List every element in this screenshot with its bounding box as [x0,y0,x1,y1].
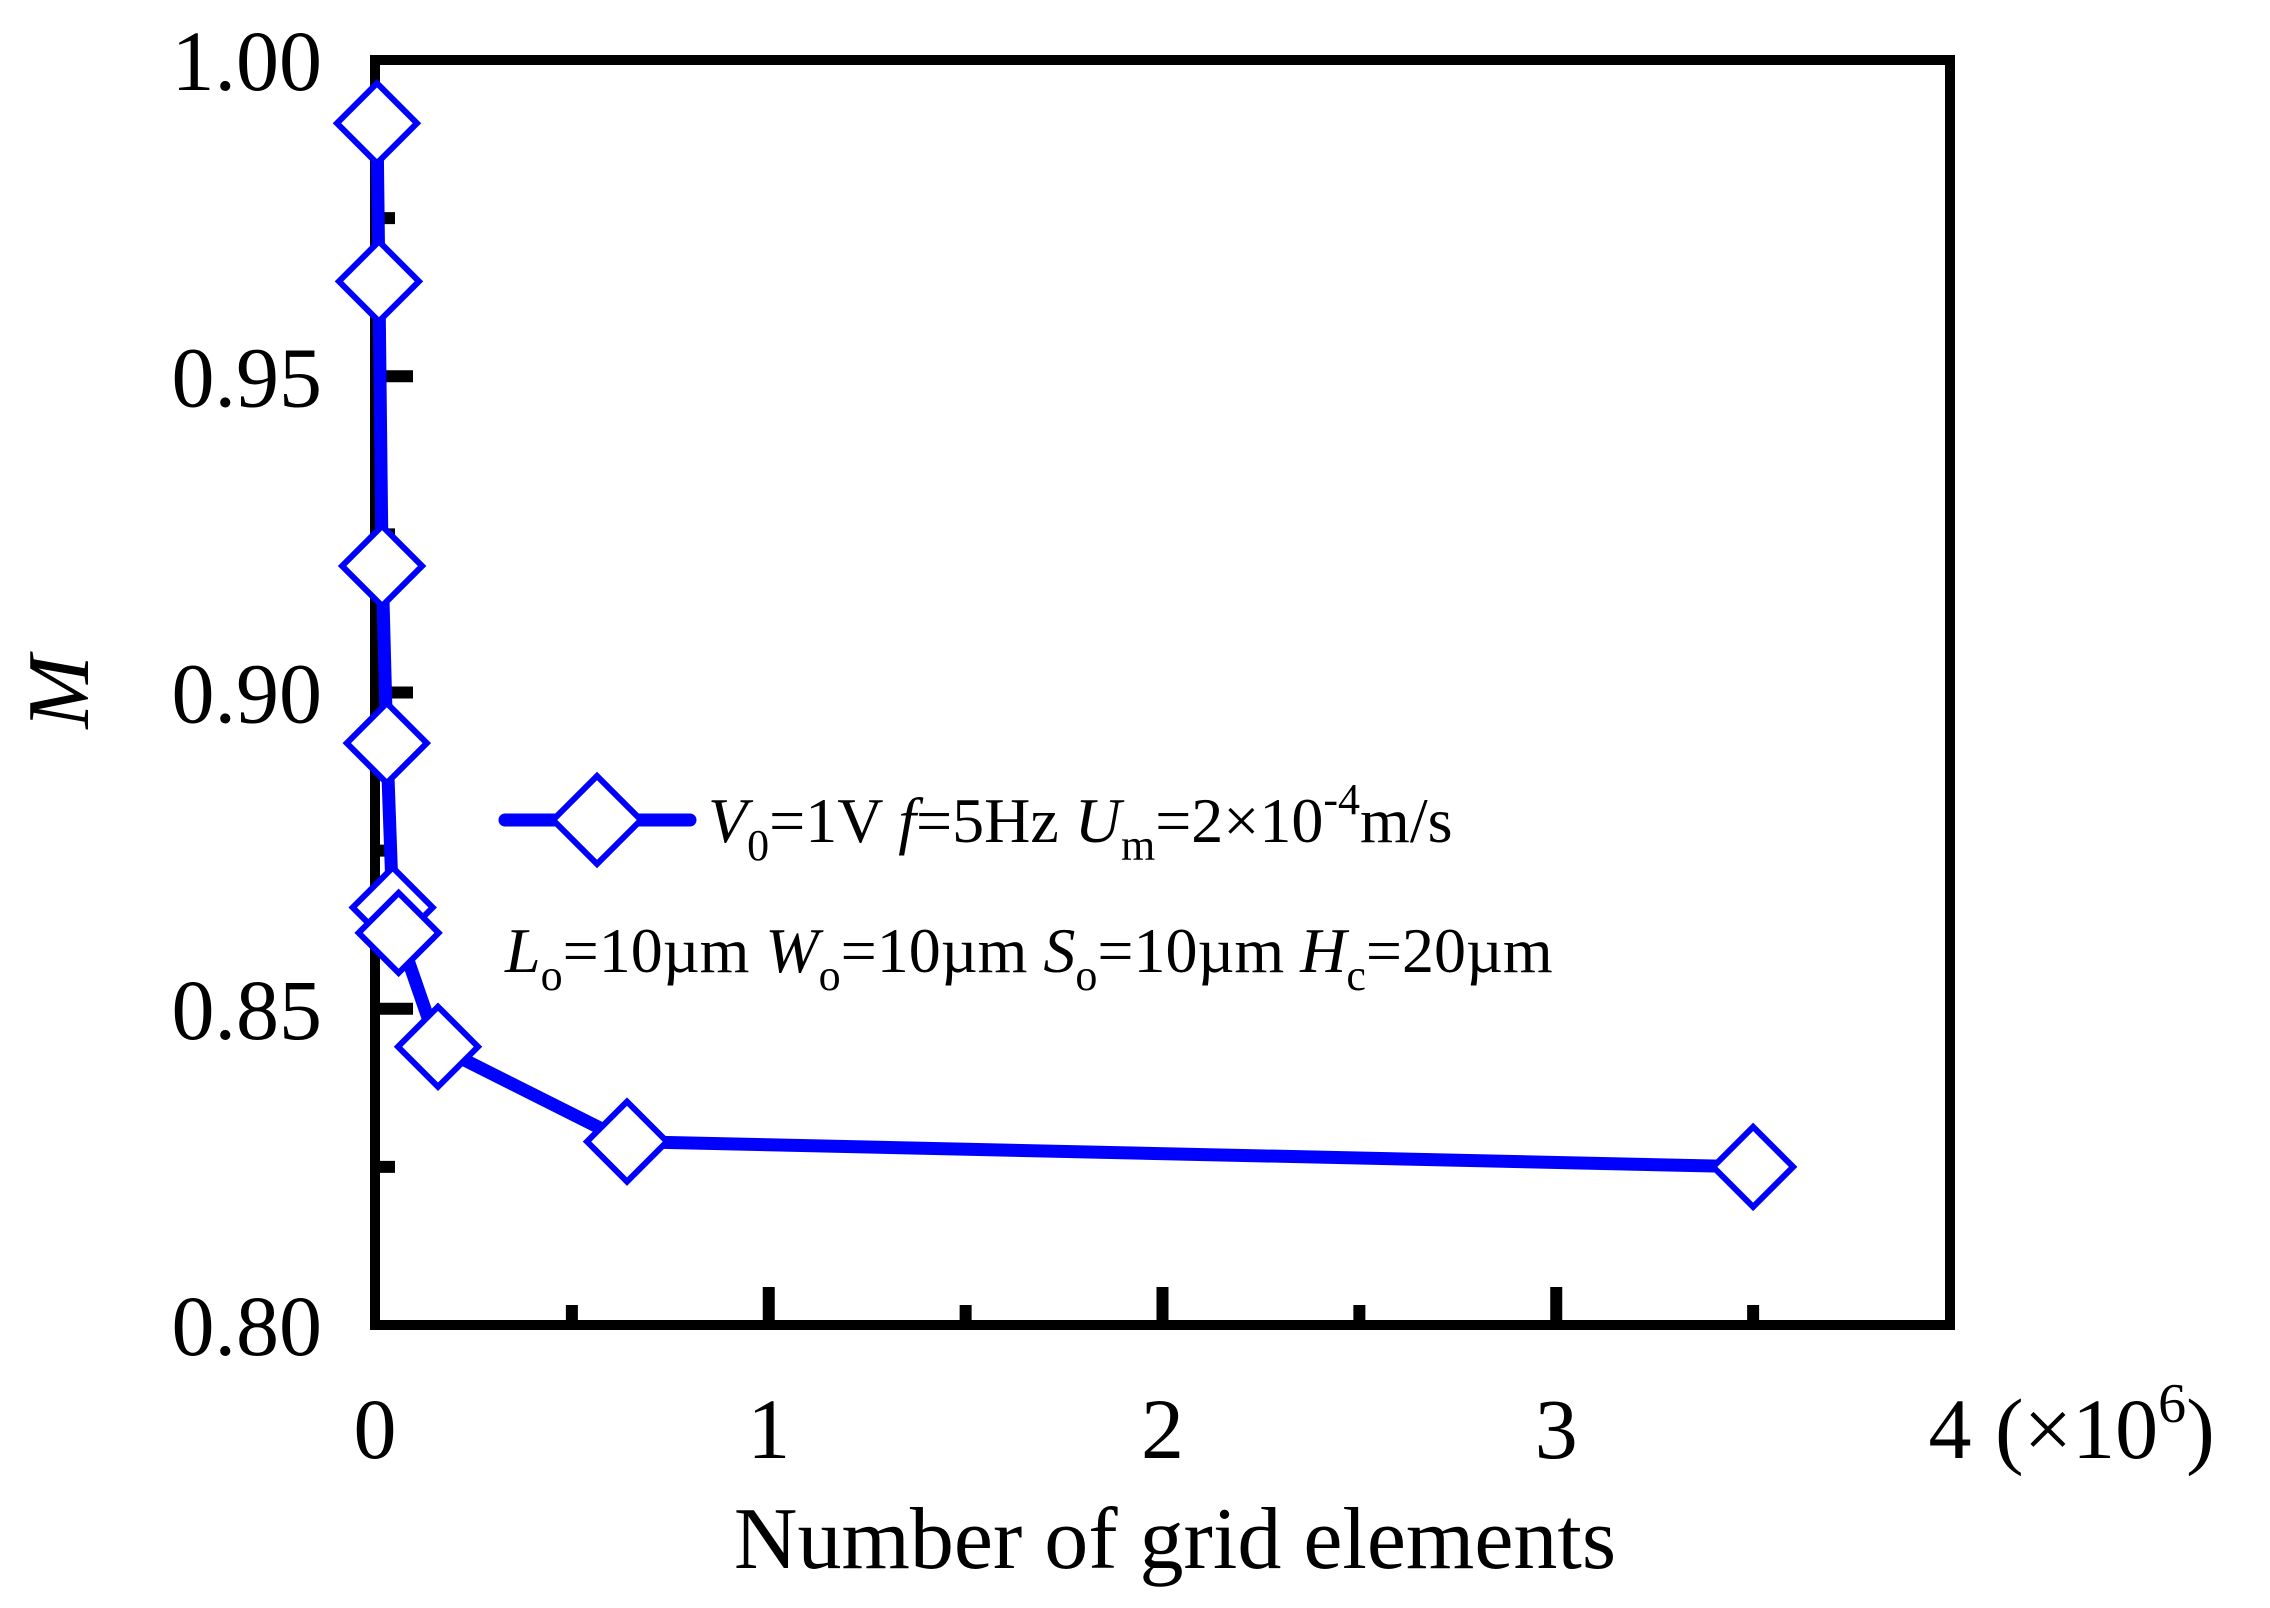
data-point-marker [393,1002,483,1091]
x-axis-title: Number of grid elements [734,1491,1616,1588]
x-tick-label: 0 [354,1381,397,1477]
x-tick-label: 4 [1929,1381,1972,1477]
data-point-marker [332,79,422,168]
y-tick-labels: 0.80 0.85 0.90 0.95 1.00 [172,13,323,1374]
data-point-marker [342,698,432,788]
x-tick-labels: 0 1 2 3 4 [354,1381,1972,1477]
x-tick-label: 2 [1141,1381,1184,1477]
y-tick-label: 0.95 [172,329,323,425]
data-point-marker [582,1097,672,1186]
legend-params-line2: Lo=10µm Wo=10µm So=10µm Hc=20µm [504,915,1553,1000]
x-tick-label: 1 [747,1381,790,1477]
series-line [370,116,1760,1174]
x-multiplier-label: (×106) [1995,1373,2215,1477]
y-tick-label: 0.80 [172,1278,323,1374]
legend: V0=1V f=5Hz Um=2×10-4m/s Lo=10µm Wo=10µm… [498,771,1553,1000]
data-point-marker [334,237,424,326]
series-markers [332,79,1798,1212]
legend-marker [548,771,646,869]
legend-entry-line1: V0=1V f=5Hz Um=2×10-4m/s [708,775,1453,870]
y-tick-label: 0.90 [172,646,323,742]
x-tick-label: 3 [1535,1381,1578,1477]
y-tick-label: 1.00 [172,13,323,109]
y-axis-title: M [11,651,108,731]
series-group [332,79,1798,1212]
y-tick-label: 0.85 [172,962,323,1058]
data-point-marker [1708,1122,1798,1212]
data-point-marker [354,888,443,978]
data-point-marker [337,521,427,611]
